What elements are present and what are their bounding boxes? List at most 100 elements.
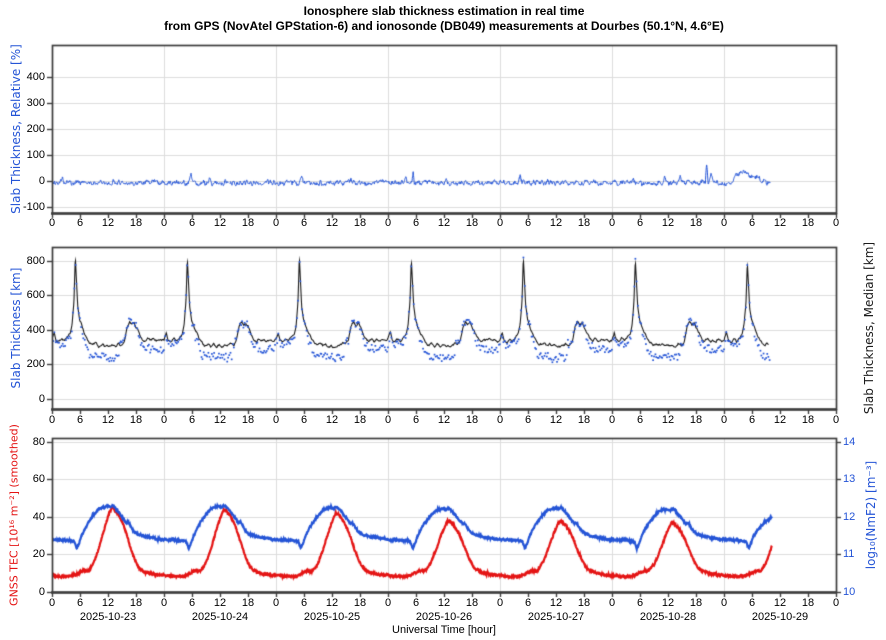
- y-tick-label-right: 11: [843, 548, 855, 561]
- x-tick-label: 12: [773, 597, 787, 609]
- y-tick-label: 0: [38, 174, 45, 187]
- x-tick-label: 6: [524, 414, 532, 426]
- y-tick-label: 20: [32, 548, 45, 561]
- x-tick-label: 18: [577, 217, 591, 229]
- y-tick-label-right: 12: [843, 510, 856, 523]
- x-tick-label: 12: [101, 597, 115, 609]
- x-tick-label: 12: [773, 414, 787, 426]
- x-tick-label: 12: [101, 217, 115, 229]
- y-tick-label: -100: [22, 200, 45, 213]
- date-label: 2025-10-25: [303, 611, 361, 623]
- x-tick-label: 0: [160, 414, 168, 426]
- x-tick-label: 6: [300, 217, 308, 229]
- date-label: 2025-10-27: [527, 611, 585, 623]
- x-tick-label: 12: [549, 414, 563, 426]
- x-tick-label: 0: [48, 217, 56, 229]
- x-tick-label: 6: [636, 414, 644, 426]
- x-tick-label: 18: [465, 597, 479, 609]
- x-tick-label: 12: [325, 597, 339, 609]
- x-tick-label: 0: [496, 597, 504, 609]
- x-tick-label: 6: [524, 217, 532, 229]
- x-tick-label: 0: [272, 217, 280, 229]
- chart-title-line1: Ionosphere slab thickness estimation in …: [303, 4, 585, 18]
- x-tick-label: 0: [608, 217, 616, 229]
- x-tick-label: 18: [241, 217, 255, 229]
- y-tick-label: 400: [26, 323, 45, 336]
- x-tick-label: 12: [213, 597, 227, 609]
- x-axis-label: Universal Time [hour]: [392, 624, 496, 636]
- x-tick-label: 0: [832, 217, 840, 229]
- x-tick-label: 18: [353, 217, 367, 229]
- x-tick-label: 6: [76, 414, 84, 426]
- y-tick-label: 300: [26, 97, 45, 110]
- x-tick-label: 12: [661, 414, 675, 426]
- x-tick-label: 18: [801, 217, 815, 229]
- x-tick-label: 12: [661, 597, 675, 609]
- x-tick-label: 6: [524, 597, 532, 609]
- y-tick-label: 400: [26, 71, 45, 84]
- x-tick-label: 0: [48, 414, 56, 426]
- x-tick-label: 18: [577, 414, 591, 426]
- x-tick-label: 18: [465, 217, 479, 229]
- x-tick-label: 6: [748, 414, 756, 426]
- y-tick-label: 100: [26, 148, 45, 161]
- x-tick-label: 0: [720, 217, 728, 229]
- date-label: 2025-10-29: [751, 611, 809, 623]
- x-tick-label: 0: [384, 217, 392, 229]
- x-tick-label: 0: [720, 414, 728, 426]
- x-tick-label: 12: [773, 217, 787, 229]
- x-tick-label: 18: [801, 414, 815, 426]
- x-tick-label: 0: [272, 597, 280, 609]
- x-tick-label: 0: [496, 414, 504, 426]
- x-tick-label: 18: [241, 414, 255, 426]
- y-tick-label: 0: [38, 586, 45, 598]
- x-tick-label: 0: [160, 217, 168, 229]
- y-tick-label: 800: [26, 254, 45, 267]
- x-tick-label: 0: [48, 597, 56, 609]
- x-tick-label: 18: [801, 597, 815, 609]
- x-tick-label: 12: [661, 217, 675, 229]
- y-tick-label-right: 13: [843, 473, 856, 486]
- x-tick-label: 6: [412, 597, 420, 609]
- x-tick-label: 12: [437, 597, 451, 609]
- x-tick-label: 18: [689, 597, 703, 609]
- x-tick-label: 6: [300, 597, 308, 609]
- y-tick-label: 600: [26, 289, 45, 302]
- x-tick-label: 0: [272, 414, 280, 426]
- x-tick-label: 12: [325, 217, 339, 229]
- x-tick-label: 6: [188, 414, 196, 426]
- x-tick-label: 0: [608, 597, 616, 609]
- x-tick-label: 6: [748, 597, 756, 609]
- x-tick-label: 6: [188, 597, 196, 609]
- x-tick-label: 12: [213, 414, 227, 426]
- y-axis-label-slab-thickness: Slab Thickness [km]: [9, 267, 23, 389]
- x-tick-label: 18: [689, 217, 703, 229]
- y-axis-label-relative-slab-thickness: Slab Thickness, Relative [%]: [9, 44, 23, 214]
- x-tick-label: 18: [353, 597, 367, 609]
- x-tick-label: 6: [412, 414, 420, 426]
- x-tick-label: 18: [465, 414, 479, 426]
- date-label: 2025-10-24: [191, 611, 249, 623]
- y-tick-label: 60: [32, 473, 45, 486]
- chart-title-line2: from GPS (NovAtel GPStation-6) and ionos…: [164, 19, 724, 33]
- x-tick-label: 12: [549, 597, 563, 609]
- x-tick-label: 12: [437, 217, 451, 229]
- x-tick-label: 18: [129, 414, 143, 426]
- date-label: 2025-10-26: [415, 611, 473, 623]
- x-tick-label: 6: [412, 217, 420, 229]
- y-axis-label-log-nmf2: log₁₀(NmF2) [m⁻³]: [864, 460, 878, 570]
- x-tick-label: 0: [384, 597, 392, 609]
- y-tick-label-right: 14: [843, 435, 856, 448]
- x-tick-label: 12: [325, 414, 339, 426]
- x-tick-label: 6: [76, 217, 84, 229]
- x-tick-label: 6: [636, 597, 644, 609]
- x-tick-label: 0: [832, 597, 840, 609]
- x-tick-label: 18: [129, 597, 143, 609]
- y-tick-label: 200: [26, 123, 45, 135]
- x-tick-label: 0: [496, 217, 504, 229]
- x-tick-label: 0: [160, 597, 168, 609]
- x-tick-label: 12: [549, 217, 563, 229]
- y-tick-label: 200: [26, 358, 45, 371]
